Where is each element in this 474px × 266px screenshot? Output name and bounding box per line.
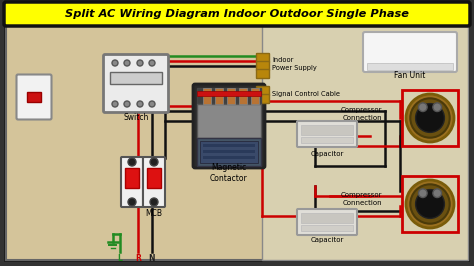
- Bar: [203, 156, 255, 159]
- Bar: [203, 144, 255, 147]
- FancyBboxPatch shape: [256, 69, 270, 78]
- Bar: [203, 88, 211, 104]
- Bar: [239, 88, 247, 104]
- Text: Capacitor: Capacitor: [310, 237, 344, 243]
- FancyBboxPatch shape: [256, 61, 270, 70]
- Circle shape: [406, 180, 454, 228]
- Bar: [125, 168, 139, 188]
- Circle shape: [137, 60, 143, 66]
- FancyBboxPatch shape: [17, 74, 52, 119]
- Circle shape: [433, 189, 441, 198]
- Bar: [6, 26, 468, 260]
- Bar: [301, 225, 353, 231]
- Circle shape: [419, 189, 427, 198]
- Bar: [381, 64, 389, 66]
- Bar: [197, 138, 261, 166]
- Text: L: L: [118, 254, 122, 263]
- Text: Compressor
Connection: Compressor Connection: [340, 192, 382, 206]
- FancyBboxPatch shape: [297, 209, 357, 235]
- Circle shape: [149, 60, 155, 66]
- Bar: [197, 88, 261, 104]
- Bar: [200, 141, 258, 163]
- Bar: [262, 26, 468, 260]
- Text: MCB: MCB: [146, 209, 163, 218]
- Circle shape: [150, 198, 158, 206]
- Bar: [227, 88, 235, 104]
- Circle shape: [128, 198, 136, 206]
- Text: Signal Control Cable: Signal Control Cable: [272, 91, 340, 97]
- Circle shape: [128, 158, 136, 166]
- Bar: [402, 176, 458, 232]
- Text: Indoor
Power Supply: Indoor Power Supply: [272, 57, 317, 71]
- FancyBboxPatch shape: [256, 94, 270, 103]
- FancyBboxPatch shape: [193, 84, 265, 168]
- Bar: [425, 64, 433, 66]
- Bar: [203, 150, 255, 153]
- Circle shape: [124, 60, 130, 66]
- Bar: [147, 168, 161, 188]
- Text: Fan Unit: Fan Unit: [394, 72, 426, 81]
- Bar: [414, 64, 422, 66]
- FancyBboxPatch shape: [4, 2, 470, 26]
- Circle shape: [419, 103, 427, 111]
- FancyBboxPatch shape: [297, 121, 357, 147]
- Text: Capacitor: Capacitor: [310, 151, 344, 157]
- FancyBboxPatch shape: [121, 157, 143, 207]
- Bar: [370, 64, 378, 66]
- Text: N: N: [149, 254, 155, 263]
- Circle shape: [124, 101, 130, 107]
- Bar: [27, 92, 41, 102]
- Circle shape: [433, 103, 441, 111]
- Bar: [402, 90, 458, 146]
- FancyBboxPatch shape: [363, 32, 457, 72]
- Circle shape: [150, 158, 158, 166]
- Circle shape: [410, 184, 450, 224]
- Text: Switch: Switch: [123, 114, 149, 123]
- Circle shape: [416, 190, 445, 218]
- Circle shape: [410, 98, 450, 138]
- Circle shape: [149, 101, 155, 107]
- FancyBboxPatch shape: [256, 86, 270, 95]
- Bar: [367, 63, 453, 70]
- Bar: [215, 88, 223, 104]
- Text: Magnetic
Contactor: Magnetic Contactor: [210, 163, 248, 183]
- Circle shape: [112, 60, 118, 66]
- Bar: [197, 104, 261, 138]
- Circle shape: [112, 101, 118, 107]
- Text: R: R: [135, 254, 141, 263]
- FancyBboxPatch shape: [103, 55, 168, 113]
- Bar: [110, 72, 162, 84]
- Bar: [392, 64, 400, 66]
- Bar: [301, 213, 353, 223]
- Circle shape: [406, 94, 454, 142]
- Bar: [251, 88, 259, 104]
- FancyBboxPatch shape: [256, 53, 270, 63]
- FancyBboxPatch shape: [143, 157, 165, 207]
- Bar: [301, 125, 353, 135]
- Text: Compressor
Connection: Compressor Connection: [340, 107, 382, 121]
- Bar: [301, 137, 353, 143]
- Text: Split AC Wiring Diagram Indoor Outdoor Single Phase: Split AC Wiring Diagram Indoor Outdoor S…: [65, 9, 409, 19]
- Bar: [436, 64, 444, 66]
- Bar: [197, 91, 261, 96]
- Circle shape: [416, 103, 445, 132]
- Bar: [403, 64, 411, 66]
- Circle shape: [137, 101, 143, 107]
